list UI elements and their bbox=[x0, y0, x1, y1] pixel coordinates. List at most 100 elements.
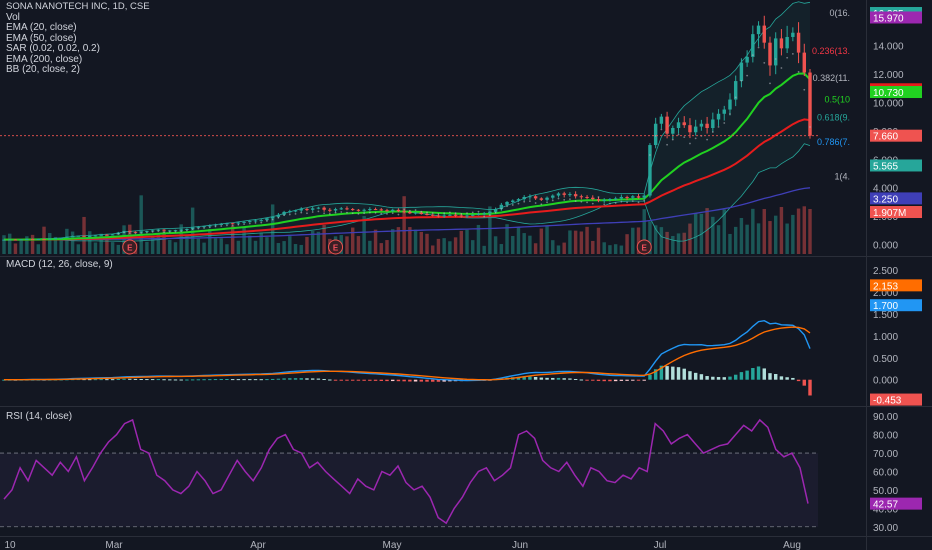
sar-dot bbox=[168, 230, 171, 233]
volume-bar bbox=[745, 224, 749, 254]
sar-dot bbox=[740, 79, 743, 82]
sar-dot bbox=[631, 200, 634, 203]
volume-bar bbox=[796, 208, 801, 254]
candle bbox=[413, 212, 418, 214]
sar-dot bbox=[334, 211, 337, 214]
candle bbox=[36, 238, 41, 240]
macd-histogram-bar bbox=[676, 367, 681, 380]
candle bbox=[322, 207, 326, 210]
candle bbox=[185, 228, 189, 230]
sar-dot bbox=[488, 214, 491, 217]
macd-histogram-bar bbox=[425, 379, 429, 382]
sar-dot bbox=[523, 200, 526, 203]
sar-dot bbox=[420, 210, 423, 213]
macd-histogram-bar bbox=[208, 379, 212, 381]
candle bbox=[636, 196, 641, 198]
candle bbox=[225, 223, 229, 225]
volume-bar bbox=[36, 244, 41, 254]
sar-dot bbox=[357, 213, 360, 215]
volume-bar bbox=[25, 236, 29, 254]
candle bbox=[156, 229, 161, 231]
candle bbox=[219, 224, 223, 225]
sar-dot bbox=[574, 200, 577, 203]
volume-bar bbox=[368, 240, 372, 254]
sar-dot bbox=[803, 88, 806, 91]
macd-histogram-bar bbox=[328, 379, 332, 381]
volume-bar bbox=[219, 238, 223, 254]
macd-histogram-bar bbox=[379, 379, 383, 381]
macd-histogram-bar bbox=[808, 379, 812, 396]
macd-histogram-bar bbox=[619, 379, 624, 381]
sar-dot bbox=[174, 230, 177, 233]
macd-histogram-bar bbox=[168, 379, 172, 381]
macd-histogram-bar bbox=[99, 379, 103, 381]
candle bbox=[453, 214, 458, 216]
sar-dot bbox=[117, 232, 120, 235]
sar-dot bbox=[403, 208, 406, 211]
volume-bar bbox=[762, 209, 766, 254]
sar-dot bbox=[797, 70, 800, 73]
sar-dot bbox=[637, 201, 640, 204]
candle bbox=[551, 195, 555, 198]
macd-histogram-bar bbox=[522, 376, 526, 380]
sar-dot bbox=[483, 215, 486, 218]
volume-bar bbox=[293, 244, 298, 254]
macd-histogram-bar bbox=[190, 379, 195, 381]
macd-histogram-bar bbox=[105, 379, 109, 381]
sar-dot bbox=[660, 128, 663, 131]
volume-bar bbox=[545, 226, 549, 254]
volume-bar bbox=[488, 206, 492, 254]
rsi-line bbox=[3, 418, 809, 525]
macd-histogram-bar bbox=[419, 379, 424, 382]
volume-bar bbox=[568, 230, 572, 254]
candle bbox=[682, 122, 686, 126]
macd-histogram-bar bbox=[562, 378, 566, 380]
candle bbox=[2, 239, 6, 241]
candle bbox=[745, 56, 749, 63]
sar-dot bbox=[734, 96, 737, 99]
macd-histogram-bar bbox=[631, 379, 635, 381]
macd-axis-tick: 2.500 bbox=[873, 266, 898, 277]
candle bbox=[213, 224, 218, 226]
volume-bar bbox=[665, 231, 669, 254]
volume-bar bbox=[499, 244, 504, 254]
sar-dot bbox=[460, 213, 463, 215]
signal-line bbox=[4, 326, 811, 381]
macd-histogram-bar bbox=[139, 379, 143, 381]
rsi-tag bbox=[870, 497, 922, 510]
rsi-axis-tick: 60.00 bbox=[873, 468, 898, 479]
rsi-band-fill bbox=[0, 453, 818, 527]
fib-level-label: 0.618(9. bbox=[817, 112, 850, 122]
macd-histogram-bar bbox=[539, 377, 544, 380]
macd-histogram-bar bbox=[625, 379, 629, 381]
volume-bar bbox=[196, 238, 201, 254]
legend-bb: BB (20, close, 2) bbox=[6, 64, 80, 75]
macd-axis-tick: 2.000 bbox=[873, 288, 898, 299]
sar-dot bbox=[471, 211, 474, 214]
macd-axis-tick: 0.000 bbox=[873, 376, 898, 387]
legend-ema50: EMA (50, close) bbox=[6, 32, 77, 44]
macd-histogram-bar bbox=[402, 379, 406, 382]
macd-histogram-bar bbox=[705, 376, 709, 380]
candle bbox=[751, 34, 755, 57]
volume-bar bbox=[602, 242, 606, 254]
macd-histogram-bar bbox=[636, 379, 641, 381]
macd-histogram-bar bbox=[282, 378, 286, 380]
sar-dot bbox=[546, 201, 548, 204]
volume-bar bbox=[613, 244, 618, 254]
candle bbox=[373, 209, 378, 211]
macd-histogram-bar bbox=[762, 368, 766, 380]
volume-bar bbox=[471, 240, 475, 254]
volume-bar bbox=[305, 236, 309, 254]
volume-bar bbox=[733, 226, 738, 254]
price-tag-label: 10.730 bbox=[873, 88, 904, 99]
candle bbox=[310, 208, 315, 210]
volume-bar bbox=[739, 217, 744, 254]
volume-bar bbox=[185, 236, 189, 254]
macd-histogram-bar bbox=[202, 379, 206, 381]
volume-bar bbox=[248, 235, 252, 254]
macd-axis-tick: 1.000 bbox=[873, 332, 898, 343]
sar-dot bbox=[271, 218, 274, 221]
sar-dot bbox=[266, 220, 268, 222]
